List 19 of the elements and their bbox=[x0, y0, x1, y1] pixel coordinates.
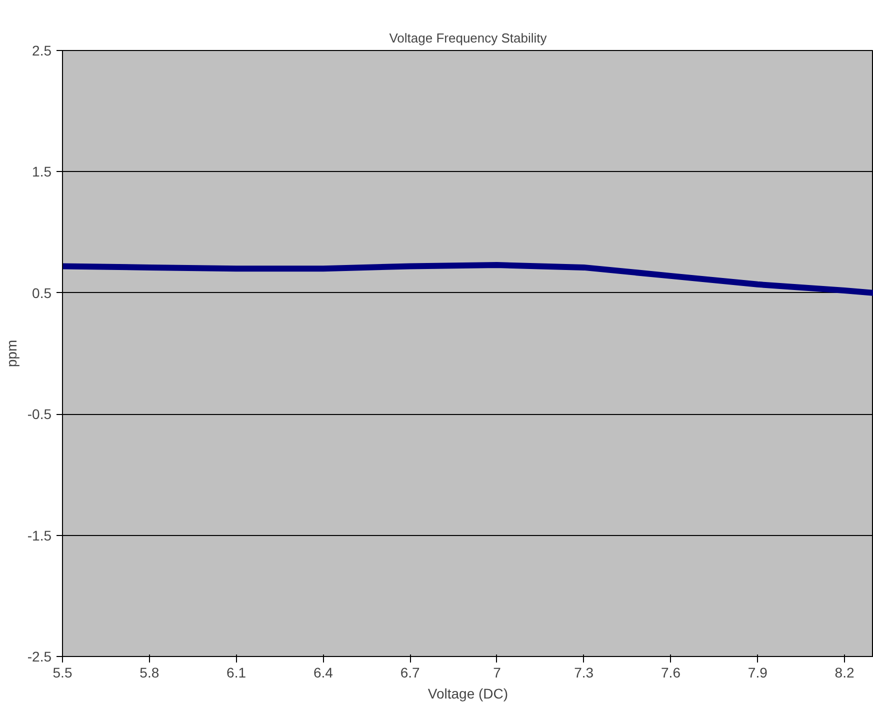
x-tick-label: 6.4 bbox=[313, 664, 334, 680]
x-tick-label: 7.6 bbox=[661, 664, 681, 680]
y-tick-label: 2.5 bbox=[32, 42, 52, 58]
chart-title: Voltage Frequency Stability bbox=[389, 30, 548, 46]
y-tick-label: 1.5 bbox=[32, 164, 52, 180]
y-tick-label: -0.5 bbox=[27, 406, 52, 422]
y-tick-label: 0.5 bbox=[32, 284, 52, 301]
y-tick-label: -2.5 bbox=[27, 648, 52, 664]
x-tick-label: 6.7 bbox=[400, 664, 420, 680]
x-tick-label: 5.5 bbox=[52, 664, 72, 680]
x-tick-label: 7.9 bbox=[748, 664, 768, 680]
y-tick-label: -1.5 bbox=[27, 527, 52, 544]
x-tick-label: 8.2 bbox=[834, 664, 854, 680]
x-tick-label: 7 bbox=[493, 664, 502, 680]
x-tick-label: 7.3 bbox=[574, 664, 594, 680]
x-tick-label: 5.8 bbox=[140, 664, 160, 680]
x-axis-title: Voltage (DC) bbox=[428, 686, 508, 702]
x-tick-label: 6.1 bbox=[226, 664, 246, 680]
y-axis-title: ppm bbox=[3, 340, 20, 368]
